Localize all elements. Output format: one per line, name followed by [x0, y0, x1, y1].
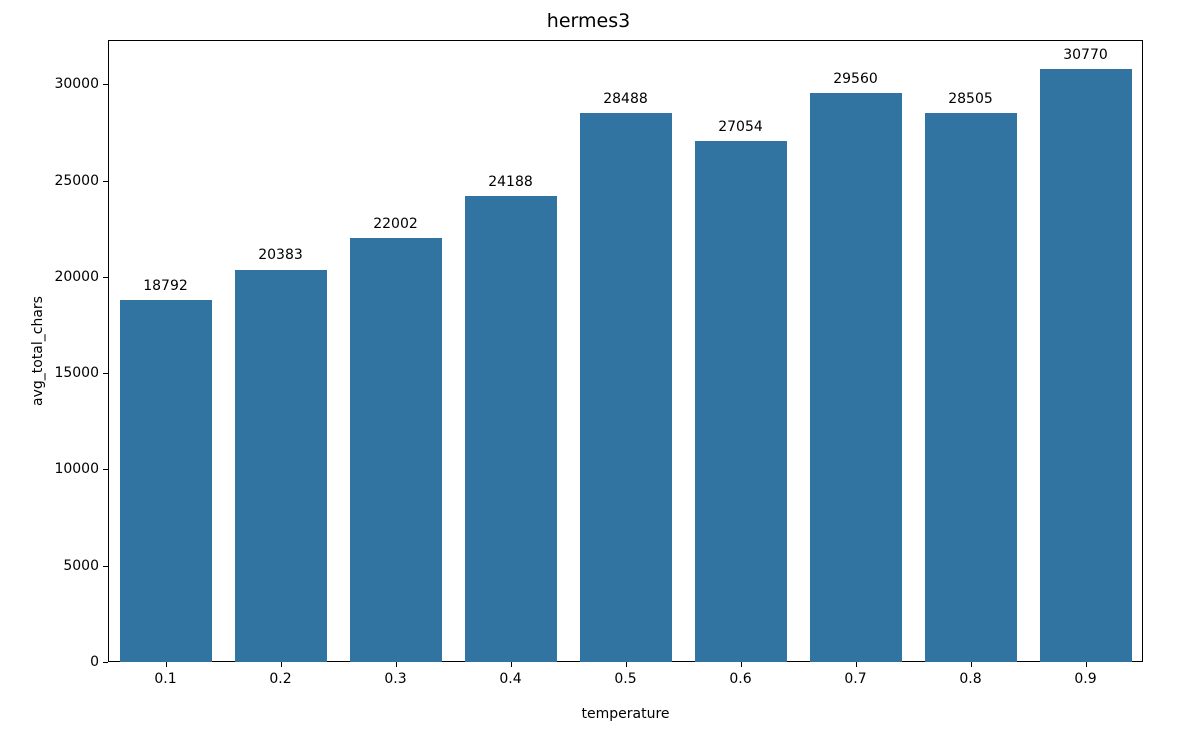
- xtick-mark: [281, 662, 282, 667]
- chart-title: hermes3: [0, 10, 1177, 32]
- bar: [235, 270, 327, 663]
- ytick-mark: [103, 181, 108, 182]
- bar: [350, 238, 442, 662]
- ytick-mark: [103, 373, 108, 374]
- xtick-mark: [856, 662, 857, 667]
- xtick-label: 0.2: [269, 671, 291, 687]
- xtick-mark: [741, 662, 742, 667]
- bar: [580, 113, 672, 662]
- bar-value-label: 28488: [603, 91, 648, 107]
- xtick-label: 0.3: [384, 671, 406, 687]
- bar-value-label: 30770: [1063, 47, 1108, 63]
- bar: [810, 93, 902, 662]
- xtick-label: 0.5: [614, 671, 636, 687]
- plot-axes: 18792 20383 22002 24188 28488 27054 29560 28505…: [108, 40, 1143, 662]
- bar-value-label: 29560: [833, 71, 878, 87]
- xtick-mark: [971, 662, 972, 667]
- figure: hermes3 18792 20383 22002 24188 28488 27054 29…: [0, 0, 1177, 741]
- bar: [925, 113, 1017, 662]
- ytick-mark: [103, 662, 108, 663]
- ytick-label: 10000: [29, 461, 99, 477]
- bar: [695, 141, 787, 662]
- ytick-label: 25000: [29, 173, 99, 189]
- xtick-mark: [396, 662, 397, 667]
- ytick-mark: [103, 277, 108, 278]
- ytick-mark: [103, 84, 108, 85]
- y-axis-label: avg_total_chars: [30, 296, 46, 406]
- xtick-label: 0.7: [844, 671, 866, 687]
- bar-value-label: 28505: [948, 91, 993, 107]
- xtick-mark: [511, 662, 512, 667]
- bar-value-label: 24188: [488, 174, 533, 190]
- xtick-label: 0.9: [1074, 671, 1096, 687]
- xtick-mark: [166, 662, 167, 667]
- ytick-mark: [103, 469, 108, 470]
- xtick-mark: [626, 662, 627, 667]
- ytick-mark: [103, 566, 108, 567]
- xtick-label: 0.1: [154, 671, 176, 687]
- bar-value-label: 18792: [143, 278, 188, 294]
- x-axis-label: temperature: [108, 706, 1143, 722]
- bar-value-label: 22002: [373, 216, 418, 232]
- xtick-mark: [1086, 662, 1087, 667]
- axis-spine-right: [1142, 40, 1143, 662]
- bar: [465, 196, 557, 662]
- axis-spine-left: [108, 40, 109, 662]
- ytick-label: 0: [29, 654, 99, 670]
- bar-value-label: 27054: [718, 119, 763, 135]
- xtick-label: 0.4: [499, 671, 521, 687]
- xtick-label: 0.8: [959, 671, 981, 687]
- ytick-label: 5000: [29, 558, 99, 574]
- ytick-label: 30000: [29, 76, 99, 92]
- ytick-label: 20000: [29, 269, 99, 285]
- xtick-label: 0.6: [729, 671, 751, 687]
- bar-value-label: 20383: [258, 247, 303, 263]
- axis-spine-top: [108, 40, 1143, 41]
- bar: [120, 300, 212, 662]
- bar: [1040, 69, 1132, 662]
